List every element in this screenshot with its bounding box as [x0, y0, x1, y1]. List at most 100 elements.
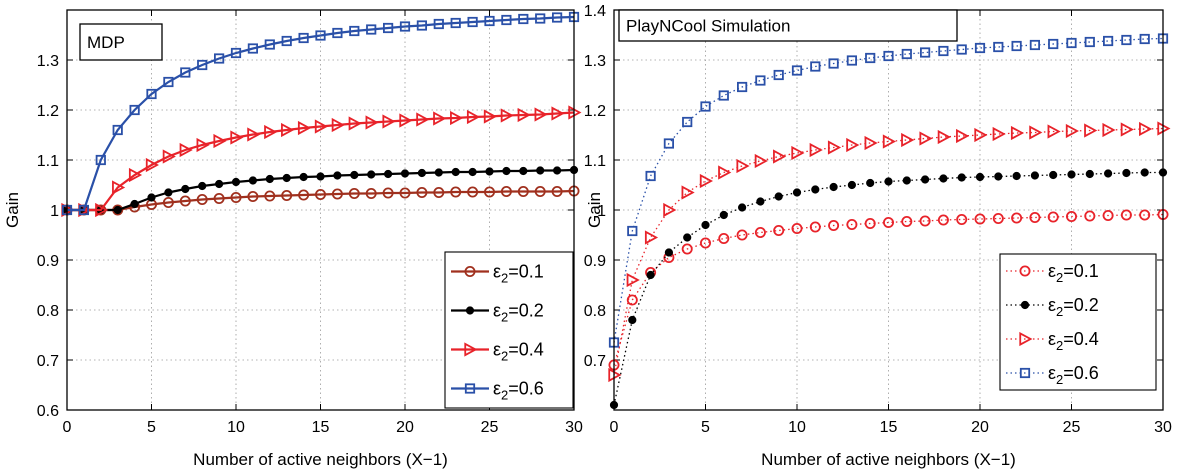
- data-point: [247, 127, 261, 142]
- chart-title: PlayNCool Simulation: [626, 17, 790, 36]
- data-point: [773, 69, 784, 81]
- data-point: [552, 12, 563, 23]
- data-point: [331, 117, 345, 133]
- x-axis-label: Number of active neighbors (X−1): [761, 450, 1016, 469]
- data-point: [382, 187, 394, 199]
- data-point: [164, 188, 173, 197]
- data-point: [314, 188, 326, 200]
- data-point: [738, 203, 747, 212]
- data-point: [400, 169, 410, 178]
- data-point: [755, 75, 766, 86]
- data-point: [517, 107, 531, 123]
- legend-label: ε2=0.2: [493, 301, 544, 325]
- data-point: [163, 76, 174, 88]
- data-point: [626, 272, 640, 288]
- data-point: [450, 186, 462, 198]
- x-tick-label: 5: [147, 419, 156, 436]
- legend-marker: [1019, 367, 1031, 379]
- data-point: [501, 14, 512, 26]
- series-line: [67, 15, 575, 212]
- mdp-chart: 0 5 10 15 20 25 30 0.6 0.7 0.8 0.9 1 1.1 1.2 1.3 Number…: [3, 9, 583, 469]
- y-tick-label: 1.1: [37, 153, 59, 170]
- legend-label: ε2=0.1: [493, 262, 544, 286]
- data-point: [1047, 211, 1059, 223]
- data-point: [756, 197, 765, 206]
- data-point: [468, 167, 477, 177]
- data-point: [718, 165, 732, 180]
- data-point: [333, 171, 342, 180]
- data-point: [231, 177, 241, 187]
- data-point: [314, 119, 328, 134]
- data-point: [517, 185, 529, 197]
- legend-marker: [464, 265, 476, 277]
- chart-title: MDP: [87, 33, 125, 52]
- data-point: [718, 90, 729, 101]
- legend-label: ε2=0.2: [1048, 295, 1099, 319]
- data-point: [754, 153, 768, 169]
- data-point: [331, 188, 343, 200]
- legend-label: ε2=0.4: [493, 340, 544, 364]
- data-point: [1121, 34, 1132, 46]
- data-point: [95, 154, 106, 166]
- y-tick-label: 0.8: [37, 303, 59, 320]
- data-point: [162, 196, 174, 208]
- data-point: [113, 205, 122, 215]
- data-point: [213, 133, 227, 149]
- data-point: [281, 122, 295, 138]
- legend-item: ε2=0.6: [1006, 363, 1099, 387]
- data-point: [179, 195, 191, 207]
- data-point: [483, 109, 497, 124]
- data-point: [248, 176, 257, 185]
- data-point: [937, 129, 951, 145]
- data-point: [1102, 122, 1116, 138]
- series-line: [613, 127, 1164, 376]
- data-point: [664, 248, 674, 257]
- data-point: [367, 170, 376, 179]
- data-point: [365, 115, 379, 130]
- data-point: [230, 130, 244, 145]
- data-point: [646, 270, 655, 280]
- x-tick-label: 25: [481, 419, 499, 436]
- data-point: [147, 193, 156, 202]
- data-point: [230, 191, 242, 203]
- data-point: [864, 217, 876, 229]
- data-point: [282, 173, 291, 183]
- data-point: [919, 215, 931, 227]
- data-point: [112, 124, 123, 136]
- data-point: [846, 218, 858, 230]
- data-point: [627, 225, 638, 237]
- legend-label: ε2=0.6: [1048, 363, 1099, 387]
- data-point: [519, 166, 528, 176]
- data-point: [348, 187, 360, 199]
- data-point: [281, 35, 292, 47]
- data-point: [700, 237, 712, 249]
- y-tick-label: 1.2: [37, 103, 59, 120]
- data-point: [663, 138, 675, 149]
- data-point: [1084, 36, 1095, 48]
- data-point: [213, 192, 225, 204]
- legend: ε2=0.1 ε2=0.2 ε2=0.4 ε2=0.6: [444, 251, 574, 409]
- data-point: [502, 166, 511, 176]
- data-point: [681, 185, 695, 200]
- data-point: [264, 39, 275, 50]
- y-tick-label: 0.7: [584, 353, 606, 370]
- data-point: [736, 229, 748, 241]
- data-point: [130, 199, 139, 209]
- data-point: [700, 101, 711, 112]
- data-point: [78, 204, 89, 216]
- data-point: [1011, 212, 1023, 224]
- data-point: [382, 22, 394, 34]
- x-tick-label: 20: [396, 419, 414, 436]
- data-point: [956, 128, 970, 144]
- x-tick-label: 0: [610, 419, 619, 436]
- data-point: [466, 109, 481, 125]
- data-point: [1048, 38, 1059, 50]
- data-point: [1102, 209, 1114, 221]
- data-point: [196, 193, 208, 205]
- data-point: [901, 215, 913, 227]
- data-point: [551, 185, 563, 197]
- data-point: [866, 178, 875, 188]
- data-point: [975, 172, 985, 182]
- data-point: [718, 232, 730, 244]
- data-point: [416, 186, 428, 198]
